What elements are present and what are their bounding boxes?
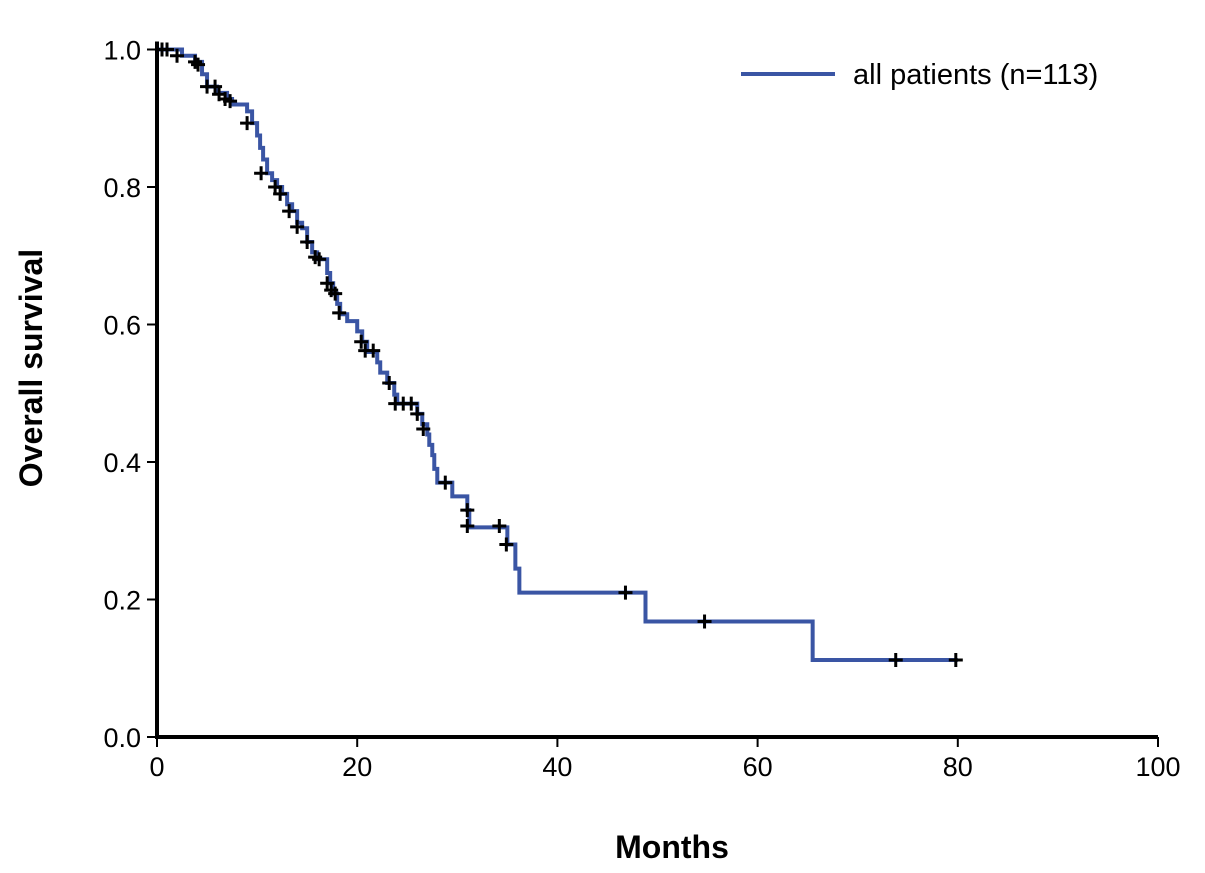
censor-mark bbox=[410, 406, 425, 421]
x-tick-label: 60 bbox=[743, 752, 773, 782]
x-tick-label: 0 bbox=[149, 752, 164, 782]
y-axis-title: Overall survival bbox=[13, 249, 49, 487]
censor-mark bbox=[460, 503, 475, 518]
y-tick-label: 0.0 bbox=[103, 723, 141, 753]
censor-mark bbox=[208, 79, 223, 94]
axes: 0 20 40 60 80 100 0.0 0.2 0.4 0.6 0.8 1.0 bbox=[103, 36, 1180, 783]
censor-mark bbox=[438, 475, 453, 490]
censor-mark bbox=[460, 518, 475, 533]
x-axis-title: Months bbox=[615, 829, 729, 865]
censor-mark bbox=[273, 186, 288, 201]
censor-mark bbox=[254, 166, 269, 181]
censor-mark bbox=[354, 334, 369, 349]
censor-mark bbox=[948, 653, 963, 667]
legend-label: all patients (n=113) bbox=[853, 59, 1098, 91]
y-tick-label: 0.4 bbox=[103, 448, 141, 478]
y-tick-label: 0.2 bbox=[103, 586, 141, 616]
x-tick-label: 80 bbox=[943, 752, 973, 782]
censor-mark bbox=[312, 252, 327, 267]
censor-mark bbox=[382, 375, 397, 390]
censor-mark bbox=[282, 204, 297, 219]
censor-mark bbox=[160, 42, 175, 57]
censor-mark bbox=[188, 54, 203, 69]
censor-mark bbox=[332, 305, 347, 320]
censor-mark bbox=[416, 422, 431, 436]
censor-mark bbox=[191, 57, 206, 72]
censor-mark bbox=[366, 343, 381, 358]
censor-mark bbox=[404, 396, 419, 411]
censor-mark bbox=[492, 518, 507, 533]
x-tick-label: 100 bbox=[1135, 752, 1180, 782]
x-tick-label: 40 bbox=[542, 752, 572, 782]
censor-mark bbox=[618, 585, 633, 600]
censor-mark bbox=[499, 537, 514, 552]
censor-mark bbox=[888, 653, 903, 667]
legend: all patients (n=113) bbox=[741, 59, 1098, 91]
censor-mark bbox=[170, 48, 185, 63]
survival-curve bbox=[157, 47, 958, 662]
censor-mark bbox=[223, 94, 238, 109]
plot-marks bbox=[155, 42, 963, 667]
x-tick-label: 20 bbox=[342, 752, 372, 782]
y-tick-label: 0.8 bbox=[103, 173, 141, 203]
censor-mark bbox=[328, 286, 343, 301]
censor-mark bbox=[697, 614, 712, 629]
y-tick-label: 1.0 bbox=[103, 36, 141, 66]
y-tick-label: 0.6 bbox=[103, 311, 141, 341]
censor-mark bbox=[290, 219, 305, 234]
censor-mark bbox=[240, 116, 255, 131]
censor-mark bbox=[300, 235, 315, 249]
